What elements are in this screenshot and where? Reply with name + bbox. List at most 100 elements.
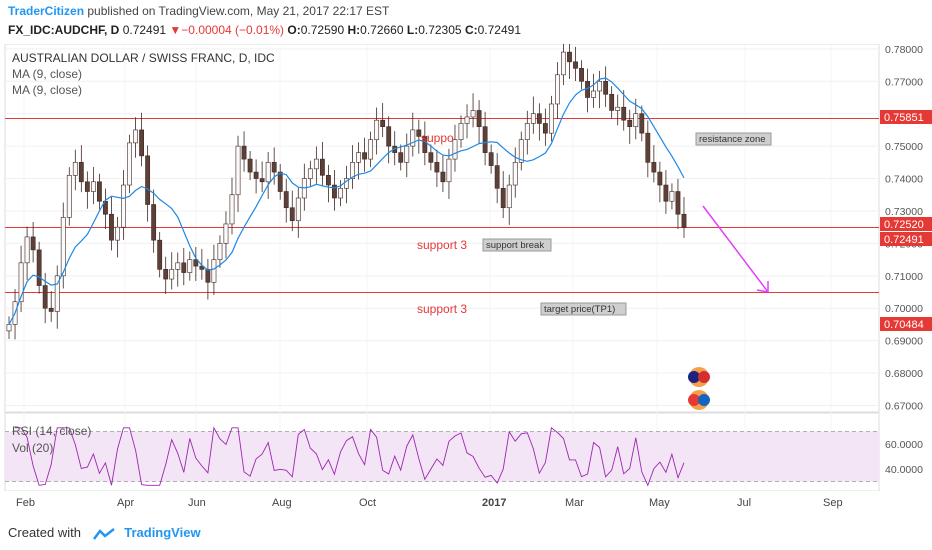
candle-body (338, 187, 343, 199)
symbol[interactable]: FX_IDC:AUDCHF, D (8, 23, 120, 37)
time-axis[interactable]: Feb Apr Jun Aug Oct 2017 Mar May Jul Sep (16, 497, 843, 509)
candle-body (452, 139, 458, 160)
candle-body (78, 162, 84, 183)
candle-body (518, 139, 524, 163)
candle-body (259, 178, 265, 183)
time-tick-label: Sep (823, 497, 843, 509)
price-change: ▼−0.00004 (−0.01%) (169, 23, 285, 37)
candle-body (645, 132, 651, 163)
rsi-indicator: 60.0000 40.0000 (5, 426, 923, 487)
candle-body (133, 129, 138, 144)
symbol-line: FX_IDC:AUDCHF, D 0.72491 ▼−0.00004 (−0.0… (8, 23, 521, 37)
candle-body (464, 116, 470, 124)
candle-body (512, 162, 518, 186)
candle-body (36, 249, 42, 286)
candle-body (470, 110, 476, 118)
svg-text:0.72520: 0.72520 (884, 219, 924, 231)
candle-body (446, 158, 452, 183)
close-label: C: (464, 23, 478, 37)
candle-body (169, 269, 175, 280)
candle-body (30, 236, 36, 251)
candle-body (181, 262, 187, 273)
candle-body (217, 243, 223, 260)
candle-body (326, 175, 331, 186)
price-label-target: 0.70484 (880, 317, 932, 331)
resistance-label: resistance zone (699, 134, 766, 145)
candle-body (139, 129, 145, 157)
candle-body (524, 123, 530, 140)
publish-line: TraderCitizen published on TradingView.c… (8, 4, 389, 18)
candle-body (530, 113, 536, 124)
tradingview-link[interactable]: TradingView (124, 525, 201, 540)
candle-body (639, 113, 645, 134)
candle-body (597, 80, 603, 92)
candle-body (651, 162, 657, 173)
time-tick-label: Feb (16, 497, 35, 509)
candle-body (109, 213, 114, 241)
candle-body (163, 269, 169, 280)
candle-body (675, 191, 681, 215)
rsi-line (15, 426, 685, 487)
target-label: target price(TP1) (544, 304, 615, 315)
candle-body (283, 191, 289, 209)
event-icons[interactable] (688, 367, 710, 410)
candle-body (48, 307, 54, 312)
published-text: published on TradingView.com, May 21, 20… (87, 4, 390, 18)
price-axis[interactable]: 0.780000.770000.760000.750000.740000.730… (885, 44, 923, 413)
candle-body (211, 259, 217, 283)
candle-body (398, 152, 404, 163)
time-tick-label: Mar (565, 497, 584, 509)
time-tick-label: 2017 (482, 497, 506, 509)
candle-body (18, 262, 24, 303)
candle-body (368, 139, 374, 160)
candle-body (633, 113, 639, 127)
price-tick-label: 0.71000 (885, 271, 923, 283)
instrument-title: AUSTRALIAN DOLLAR / SWISS FRANC, D, IDC (12, 51, 275, 65)
candle-body (380, 119, 386, 127)
low-label: L: (406, 23, 419, 37)
price-tick-label: 0.70000 (885, 303, 923, 315)
candle-body (350, 162, 355, 179)
time-axis-pane[interactable] (5, 491, 879, 514)
candle-body (6, 324, 12, 332)
tradingview-logo-icon (92, 527, 115, 540)
open-label: O: (287, 23, 301, 37)
candle-body (627, 119, 633, 127)
time-tick-label: May (649, 497, 670, 509)
time-tick-label: Jun (188, 497, 206, 509)
candle-body (247, 158, 253, 173)
level-lines (5, 118, 879, 294)
support-3-top-label: support 3 (417, 238, 467, 252)
price-tick-label: 0.68000 (885, 368, 923, 380)
author-link[interactable]: TraderCitizen (8, 4, 85, 18)
candle-body (175, 262, 181, 270)
candle-body (277, 171, 283, 192)
svg-text:0.75851: 0.75851 (884, 112, 924, 124)
time-tick-label: Apr (117, 497, 134, 509)
price-label-last: 0.72491 (880, 232, 932, 246)
candle-body (416, 129, 422, 137)
open-value: 0.72590 (300, 23, 345, 37)
candle-body (42, 285, 48, 309)
resistance-tag: resistance zone (695, 132, 772, 146)
high-label: H: (347, 23, 361, 37)
candle-body (488, 152, 494, 166)
candles (6, 34, 687, 340)
candle-body (127, 142, 132, 186)
candle-body (609, 93, 615, 111)
rsi-legend: RSI (14, close) (12, 424, 91, 438)
candle-body (187, 259, 193, 273)
candle-body (374, 119, 380, 140)
candle-body (555, 74, 560, 105)
candle-body (84, 181, 90, 192)
candle-body (567, 51, 572, 63)
candle-body (54, 275, 60, 312)
price-tick-label: 0.74000 (885, 174, 923, 186)
candle-body (145, 155, 151, 205)
ma2-legend: MA (9, close) (12, 83, 82, 97)
price-label-high: 0.72520 (880, 217, 932, 231)
candle-body (241, 145, 247, 160)
rsi-band (5, 431, 879, 482)
